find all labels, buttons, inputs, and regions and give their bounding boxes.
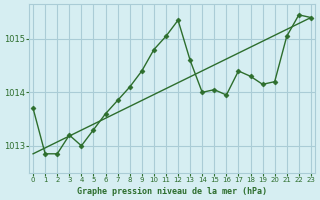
X-axis label: Graphe pression niveau de la mer (hPa): Graphe pression niveau de la mer (hPa) (77, 187, 267, 196)
